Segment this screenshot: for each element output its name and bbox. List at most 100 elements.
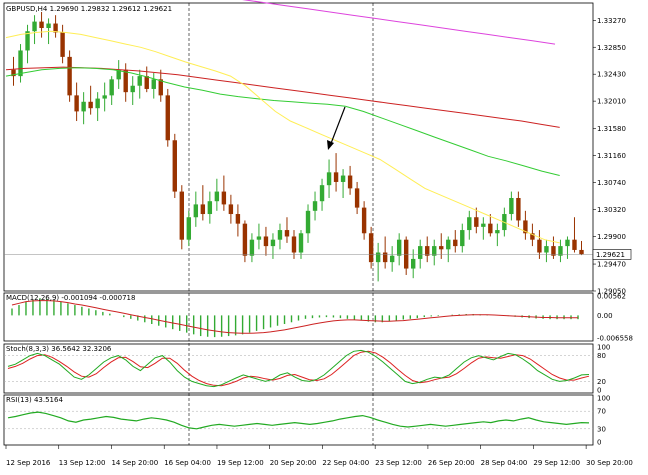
- candle[interactable]: [277, 223, 283, 250]
- candle[interactable]: [481, 217, 486, 240]
- candle[interactable]: [263, 226, 269, 256]
- candle[interactable]: [347, 165, 353, 195]
- rsi-panel[interactable]: [4, 410, 593, 430]
- candle[interactable]: [60, 24, 65, 64]
- candle-body: [18, 50, 23, 77]
- candle[interactable]: [579, 240, 584, 256]
- candle[interactable]: [319, 178, 325, 211]
- annotation-arrow-head: [327, 140, 334, 150]
- candle[interactable]: [32, 15, 37, 45]
- candle[interactable]: [488, 214, 493, 237]
- candle[interactable]: [200, 185, 206, 221]
- candle[interactable]: [116, 60, 121, 89]
- candle[interactable]: [151, 72, 156, 99]
- candle[interactable]: [18, 44, 23, 83]
- candle[interactable]: [361, 201, 367, 240]
- candle[interactable]: [460, 223, 465, 253]
- candle[interactable]: [375, 242, 381, 282]
- candle[interactable]: [193, 191, 199, 227]
- candle[interactable]: [312, 191, 318, 221]
- candle-body: [235, 214, 241, 224]
- candle[interactable]: [130, 76, 135, 105]
- candle[interactable]: [425, 236, 430, 263]
- candle[interactable]: [551, 236, 556, 259]
- candle[interactable]: [228, 194, 234, 224]
- candle[interactable]: [242, 220, 248, 263]
- candle-body: [95, 98, 100, 109]
- candle[interactable]: [53, 15, 58, 38]
- candle[interactable]: [305, 204, 311, 243]
- candle-body: [411, 258, 416, 269]
- candle[interactable]: [109, 76, 114, 105]
- candle[interactable]: [565, 236, 570, 259]
- candle-body: [123, 69, 128, 93]
- main-price-panel[interactable]: [4, 0, 593, 282]
- candle[interactable]: [235, 204, 241, 237]
- candle[interactable]: [396, 233, 402, 266]
- candle-body: [116, 69, 121, 80]
- candle-body: [488, 223, 493, 234]
- candle-body: [11, 69, 16, 77]
- candle[interactable]: [249, 233, 255, 263]
- candle-body: [565, 239, 570, 247]
- candle[interactable]: [474, 207, 479, 234]
- candle[interactable]: [544, 239, 549, 263]
- main-frame: [3, 2, 594, 292]
- candle[interactable]: [74, 82, 79, 122]
- ma-fast-line: [5, 30, 560, 244]
- candle[interactable]: [382, 236, 388, 269]
- price-tick-label: 1.32010: [597, 98, 626, 106]
- candle[interactable]: [523, 210, 528, 240]
- candle[interactable]: [256, 223, 262, 250]
- candle[interactable]: [572, 217, 577, 253]
- candle[interactable]: [95, 92, 100, 122]
- candle-body: [312, 201, 318, 211]
- candle[interactable]: [11, 56, 16, 86]
- candle-body: [74, 95, 79, 112]
- ma-long-line: [242, 0, 556, 45]
- candle[interactable]: [172, 133, 177, 198]
- candle[interactable]: [333, 153, 339, 192]
- candle[interactable]: [165, 88, 170, 147]
- candle[interactable]: [102, 82, 107, 112]
- candle[interactable]: [453, 230, 458, 253]
- candle[interactable]: [495, 223, 500, 247]
- candle[interactable]: [509, 191, 514, 221]
- candle-body: [340, 175, 346, 182]
- candle[interactable]: [39, 11, 44, 38]
- candle[interactable]: [467, 210, 472, 240]
- candle[interactable]: [432, 239, 437, 266]
- candle[interactable]: [326, 159, 332, 198]
- candle[interactable]: [137, 69, 142, 99]
- candle[interactable]: [354, 181, 360, 215]
- candle[interactable]: [368, 226, 374, 269]
- candle[interactable]: [221, 175, 227, 211]
- candle[interactable]: [446, 236, 451, 263]
- candle[interactable]: [214, 178, 220, 211]
- candle[interactable]: [158, 69, 163, 102]
- candle[interactable]: [179, 185, 184, 250]
- stochastic-panel[interactable]: [4, 349, 593, 388]
- macd-panel[interactable]: [11, 298, 579, 338]
- price-tick-label: 1.31580: [597, 125, 626, 133]
- candle[interactable]: [558, 239, 563, 263]
- candle[interactable]: [144, 66, 149, 93]
- candle[interactable]: [389, 246, 395, 272]
- candle[interactable]: [67, 50, 72, 102]
- candle[interactable]: [207, 191, 213, 224]
- candle[interactable]: [340, 169, 346, 198]
- candle[interactable]: [88, 85, 93, 115]
- stoch-tick-label: 20: [597, 378, 606, 386]
- candle[interactable]: [284, 217, 290, 243]
- candle-body: [151, 79, 156, 89]
- candle-body: [375, 252, 381, 263]
- candle[interactable]: [516, 191, 521, 227]
- candle[interactable]: [25, 24, 30, 64]
- candle[interactable]: [186, 210, 192, 247]
- candle-body: [277, 230, 283, 240]
- rsi-tick-label: 100: [597, 395, 610, 403]
- candle[interactable]: [81, 92, 86, 125]
- candle-body: [530, 233, 535, 240]
- rsi-tick-label: 30: [597, 425, 606, 433]
